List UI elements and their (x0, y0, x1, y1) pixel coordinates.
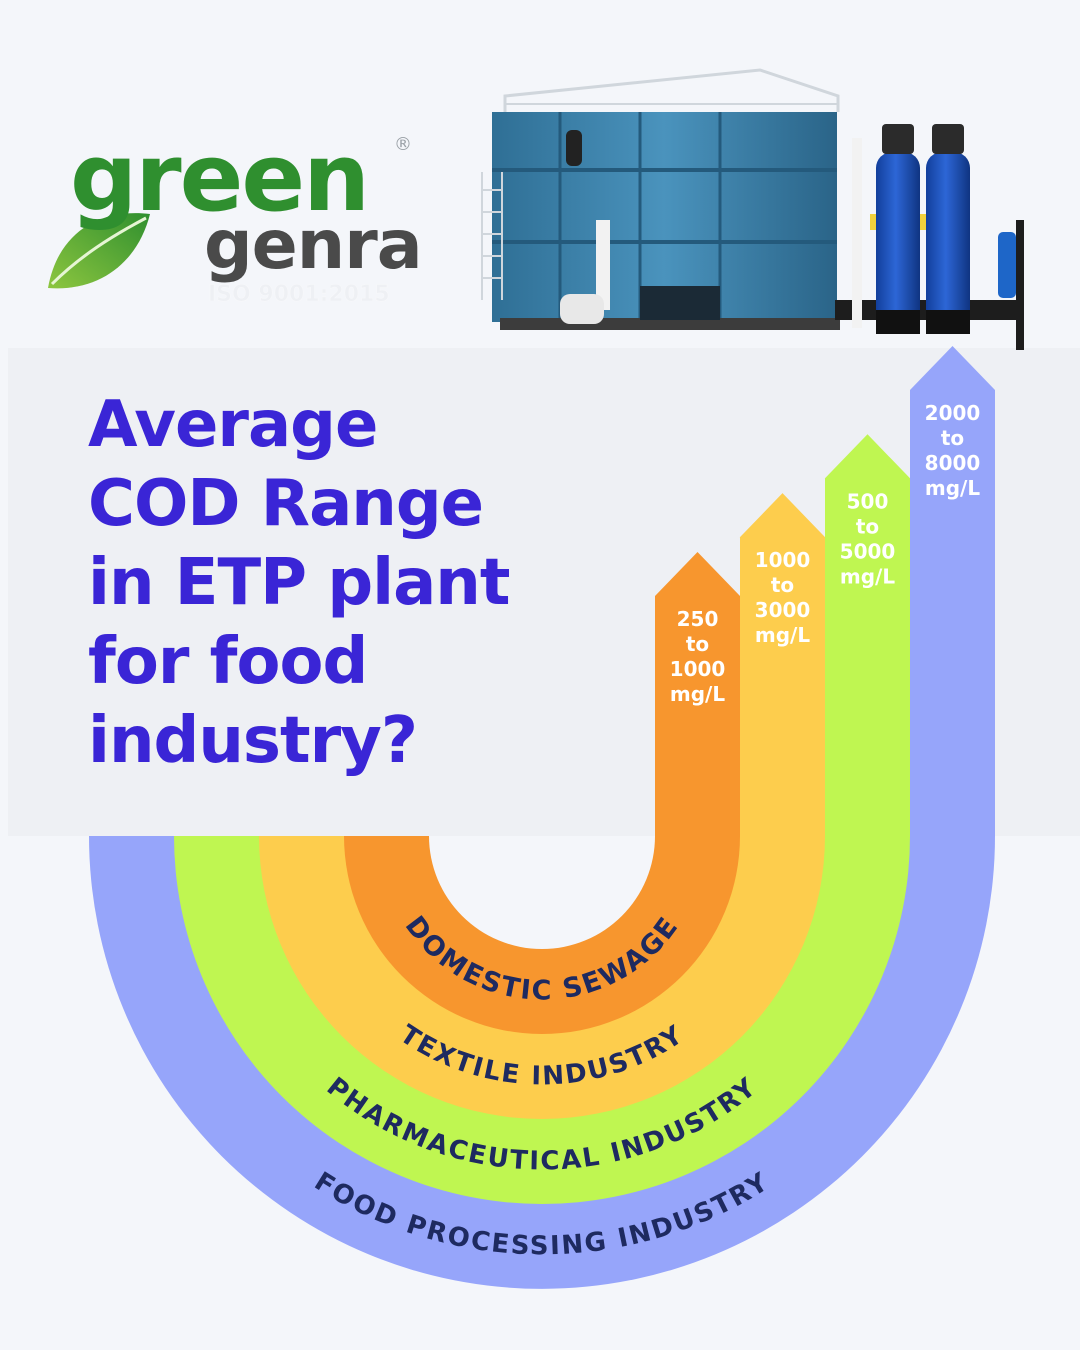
page-title: Average COD Range in ETP plant for food … (88, 386, 608, 781)
iso-certification: ISO 9001:2015 (208, 282, 390, 307)
bar-value-label: mg/L (755, 623, 810, 647)
bar-value-label: 5000 (840, 539, 896, 563)
bar-value-label: mg/L (840, 564, 895, 588)
title-line: Average (88, 388, 378, 462)
bar-value-label: to (941, 426, 964, 450)
bar-value-label: to (856, 514, 879, 538)
etp-plant-illustration (481, 68, 1024, 350)
bar-pharmaceutical-industry (825, 434, 910, 836)
bar-food-processing-industry (910, 346, 995, 836)
bar-value-label: 500 (847, 489, 889, 513)
bar-textile-industry (740, 493, 825, 836)
title-line: for food (88, 625, 368, 699)
bar-value-label: mg/L (670, 682, 725, 706)
bar-value-label: 8000 (925, 451, 981, 475)
bar-value-label: 3000 (755, 598, 811, 622)
bar-value-label: 250 (677, 607, 719, 631)
title-line: COD Range (88, 467, 484, 541)
leaf-icon (48, 213, 150, 289)
bar-value-label: to (686, 632, 709, 656)
brand-logo: green ® genra ISO 9001:2015 (48, 124, 423, 307)
cod-bands (8, 346, 1080, 1289)
bar-value-label: 2000 (925, 401, 981, 425)
logo-wordmark-genra: genra (204, 206, 422, 285)
logo-wordmark-green: green (70, 124, 368, 233)
bar-labels: 250to1000mg/L1000to3000mg/L500to5000mg/L… (670, 401, 981, 706)
bar-value-label: mg/L (925, 476, 980, 500)
band-inner-hole (429, 836, 655, 949)
bar-value-label: 1000 (670, 657, 726, 681)
bar-value-label: 1000 (755, 548, 811, 572)
title-line: in ETP plant (88, 546, 510, 620)
bar-domestic-sewage (655, 552, 740, 836)
bar-value-label: to (771, 573, 794, 597)
logo-registered-mark: ® (394, 134, 412, 155)
title-line: industry? (88, 704, 418, 778)
